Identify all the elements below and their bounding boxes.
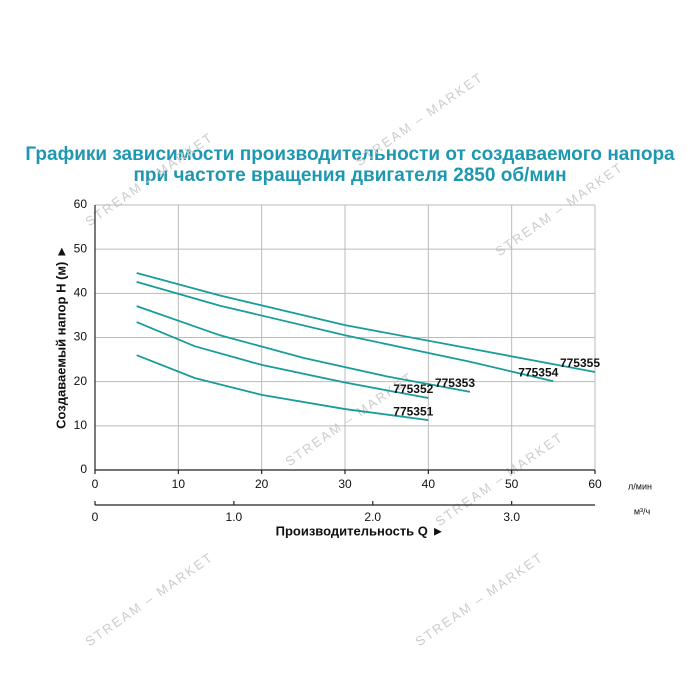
x2-tick-label: 3.0: [503, 510, 520, 524]
x-tick-label: 60: [588, 477, 602, 491]
x-tick-label: 50: [505, 477, 519, 491]
series-line: [136, 305, 471, 393]
series-label: 775355: [560, 356, 600, 370]
x-tick-label: 0: [92, 477, 99, 491]
x2-tick-label: 2.0: [364, 510, 381, 524]
series-label: 775354: [518, 365, 558, 379]
x2-unit: м³/ч: [634, 506, 651, 516]
x2-tick-label: 0: [92, 510, 99, 524]
x-tick-label: 20: [255, 477, 269, 491]
x-tick-label: 30: [338, 477, 352, 491]
x-axis-label: Производительность Q ►: [276, 523, 445, 538]
series-label: 775353: [435, 376, 475, 390]
series-label: 775351: [393, 404, 433, 418]
chart-subtitle: при частоте вращения двигателя 2850 об/м…: [133, 165, 566, 186]
y-axis-label: Создаваемый напор Н (м) ►: [53, 245, 68, 429]
series-line: [136, 280, 554, 383]
x-unit: л/мин: [628, 481, 652, 491]
y-tick-label: 20: [74, 374, 88, 388]
chart-title: Графики зависимости производительности о…: [25, 144, 675, 165]
y-tick-label: 10: [74, 418, 88, 432]
x-tick-label: 10: [172, 477, 186, 491]
series-line: [136, 354, 429, 421]
x-tick-label: 40: [422, 477, 436, 491]
series-label: 775352: [393, 382, 433, 396]
watermark: STREAM – MARKET: [433, 429, 567, 529]
x2-tick-label: 1.0: [226, 510, 243, 524]
y-tick-label: 60: [74, 197, 88, 211]
y-tick-label: 30: [74, 330, 88, 344]
watermark: STREAM – MARKET: [83, 549, 217, 649]
y-tick-label: 0: [80, 462, 87, 476]
watermark: STREAM – MARKET: [413, 549, 547, 649]
series-line: [136, 321, 429, 399]
y-tick-label: 40: [74, 286, 88, 300]
series-line: [136, 272, 596, 373]
y-tick-label: 50: [74, 241, 88, 255]
